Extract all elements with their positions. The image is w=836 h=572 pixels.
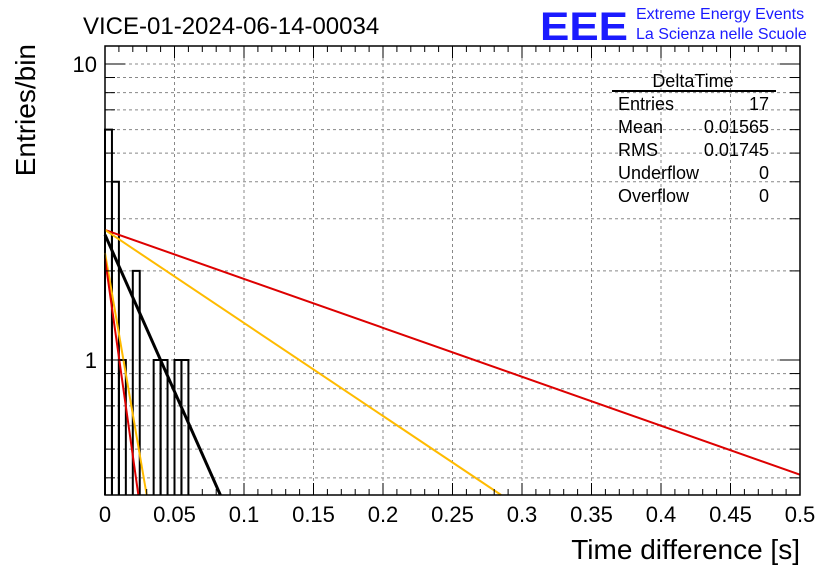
stats-value: 17	[749, 94, 769, 114]
stats-value: 0.01745	[704, 140, 769, 160]
stats-value: 0	[759, 186, 769, 206]
stats-label: Mean	[618, 117, 663, 137]
fit-line	[104, 229, 502, 496]
y-axis-tick-labels: 1 10	[73, 52, 97, 373]
axis-ticks	[104, 46, 801, 495]
histogram-bin	[159, 359, 169, 495]
eee-logo: EEE Extreme Energy Events La Scienza nel…	[540, 5, 807, 49]
x-tick-label: 0.3	[507, 502, 538, 527]
stats-label: RMS	[618, 140, 658, 160]
x-tick-label: 0	[99, 502, 111, 527]
chart-title: VICE-01-2024-06-14-00034	[83, 13, 379, 40]
grid-lines	[105, 46, 800, 495]
brand-line-1: Extreme Energy Events	[636, 6, 804, 23]
x-tick-label: 0.1	[229, 502, 260, 527]
brand-line-2: La Scienza nelle Scuole	[636, 26, 807, 43]
x-tick-label: 0.15	[292, 502, 335, 527]
x-tick-label: 0.45	[709, 502, 752, 527]
stats-title: DeltaTime	[652, 71, 733, 91]
stats-value: 0.01565	[704, 117, 769, 137]
fit-line	[104, 252, 148, 496]
x-axis-label: Time difference [s]	[571, 534, 800, 565]
stats-label: Underflow	[618, 163, 700, 183]
x-tick-label: 0.5	[785, 502, 816, 527]
x-tick-label: 0.05	[153, 502, 196, 527]
histogram-bin	[180, 359, 190, 495]
y-axis-label: Entries/bin	[10, 44, 41, 176]
x-axis-tick-labels: 0 0.05 0.1 0.15 0.2 0.25 0.3 0.35 0.4 0.45 0.5	[99, 502, 815, 527]
eee-logo-mark: EEE	[540, 5, 628, 49]
fit-lines	[103, 229, 801, 496]
x-tick-label: 0.4	[646, 502, 677, 527]
stats-box: DeltaTime Entries 17 Mean 0.01565 RMS 0.01745…	[612, 71, 776, 206]
stats-label: Overflow	[618, 186, 690, 206]
fit-line	[104, 258, 140, 496]
stats-label: Entries	[618, 94, 674, 114]
histogram-bin	[131, 269, 141, 495]
fit-line	[103, 234, 222, 496]
y-tick-label: 1	[85, 348, 97, 373]
stats-value: 0	[759, 163, 769, 183]
x-tick-label: 0.35	[570, 502, 613, 527]
y-tick-label: 10	[73, 52, 97, 77]
x-tick-label: 0.2	[368, 502, 399, 527]
x-tick-label: 0.25	[431, 502, 474, 527]
fit-line	[104, 229, 801, 476]
